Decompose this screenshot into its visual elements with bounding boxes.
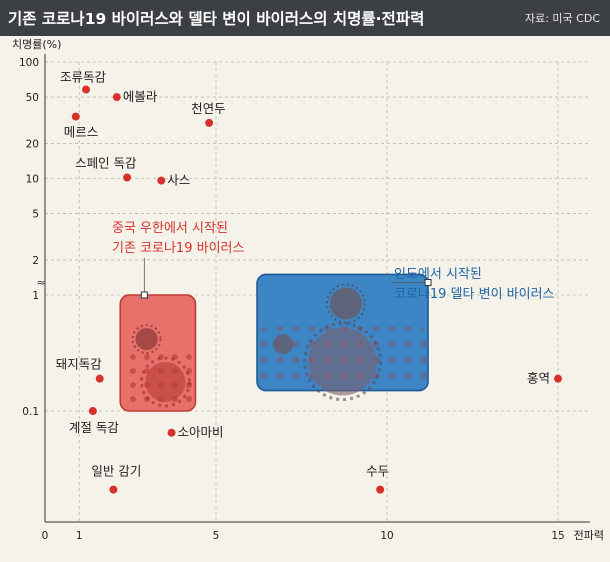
y-tick-label: 100 bbox=[19, 57, 39, 69]
data-point bbox=[88, 407, 97, 415]
x-tick-label: 0 bbox=[42, 530, 49, 542]
data-point-label: 돼지독감 bbox=[56, 357, 103, 372]
header-bar: 기존 코로나19 바이러스와 델타 변이 바이러스의 치명률·전파력 자료: 미… bbox=[0, 0, 610, 36]
data-point-label: 사스 bbox=[167, 173, 190, 188]
x-tick-label: 5 bbox=[213, 530, 220, 542]
data-point bbox=[205, 118, 214, 127]
x-axis-label: 전파력 bbox=[574, 529, 604, 542]
y-tick-label: 5 bbox=[32, 209, 39, 221]
data-point bbox=[112, 93, 121, 102]
data-point-label: 일반 감기 bbox=[91, 464, 141, 479]
data-point-label: 홍역 bbox=[527, 371, 550, 386]
source-note: 자료: 미국 CDC bbox=[524, 12, 600, 25]
x-tick-label: 10 bbox=[380, 530, 393, 542]
virus-regions bbox=[119, 273, 429, 412]
y-axis-label: 치명률(%) bbox=[12, 38, 61, 51]
region-label-original: 중국 우한에서 시작된 bbox=[112, 221, 228, 236]
data-point bbox=[95, 374, 104, 383]
data-point-label: 에볼라 bbox=[123, 89, 158, 104]
data-point-label: 계절 독감 bbox=[69, 420, 119, 435]
data-point-label: 천연두 bbox=[191, 101, 226, 116]
data-point bbox=[123, 173, 132, 182]
data-point-label: 메르스 bbox=[64, 125, 99, 140]
data-point bbox=[376, 485, 385, 494]
y-tick-label: 1 bbox=[32, 290, 39, 302]
virus-particle-icon bbox=[329, 287, 362, 320]
region-label-delta: 인도에서 시작된 bbox=[394, 267, 482, 282]
data-point-label: 수두 bbox=[366, 464, 389, 479]
data-point bbox=[82, 85, 91, 94]
annotation-marker bbox=[424, 278, 432, 286]
region-label-delta: 코로나19 델타 변이 바이러스 bbox=[394, 287, 555, 302]
virus-spike-icon bbox=[131, 324, 162, 355]
data-point-label: 스페인 독감 bbox=[75, 155, 137, 170]
axis-break-mark: ≈ bbox=[37, 277, 46, 289]
virus-particle-icon bbox=[308, 327, 377, 396]
virus-particle-icon bbox=[145, 362, 186, 402]
virus-spike-icon bbox=[303, 322, 383, 402]
data-point-label: 조류독감 bbox=[60, 70, 107, 85]
data-point bbox=[157, 176, 166, 185]
chart-title: 기존 코로나19 바이러스와 델타 변이 바이러스의 치명률·전파력 bbox=[8, 10, 425, 28]
annotation-marker bbox=[140, 291, 148, 299]
data-point bbox=[167, 428, 176, 437]
y-tick-label: 2 bbox=[32, 255, 39, 267]
x-tick-label: 1 bbox=[76, 530, 83, 542]
virus-particle-icon bbox=[273, 334, 294, 355]
data-point bbox=[71, 112, 80, 121]
y-tick-label: 0.1 bbox=[22, 406, 39, 418]
region-label-original: 기존 코로나19 바이러스 bbox=[112, 241, 244, 256]
data-point-label: 소아마비 bbox=[178, 425, 224, 440]
virus-spike-icon bbox=[325, 283, 366, 324]
data-point bbox=[554, 374, 562, 383]
x-tick-label: 15 bbox=[551, 530, 564, 542]
y-tick-label: 10 bbox=[26, 174, 39, 186]
virus-particle-icon bbox=[135, 328, 158, 351]
y-tick-label: 50 bbox=[26, 92, 39, 104]
y-tick-label: 20 bbox=[26, 138, 39, 150]
virus-spike-icon bbox=[139, 356, 191, 408]
data-point bbox=[109, 485, 118, 494]
